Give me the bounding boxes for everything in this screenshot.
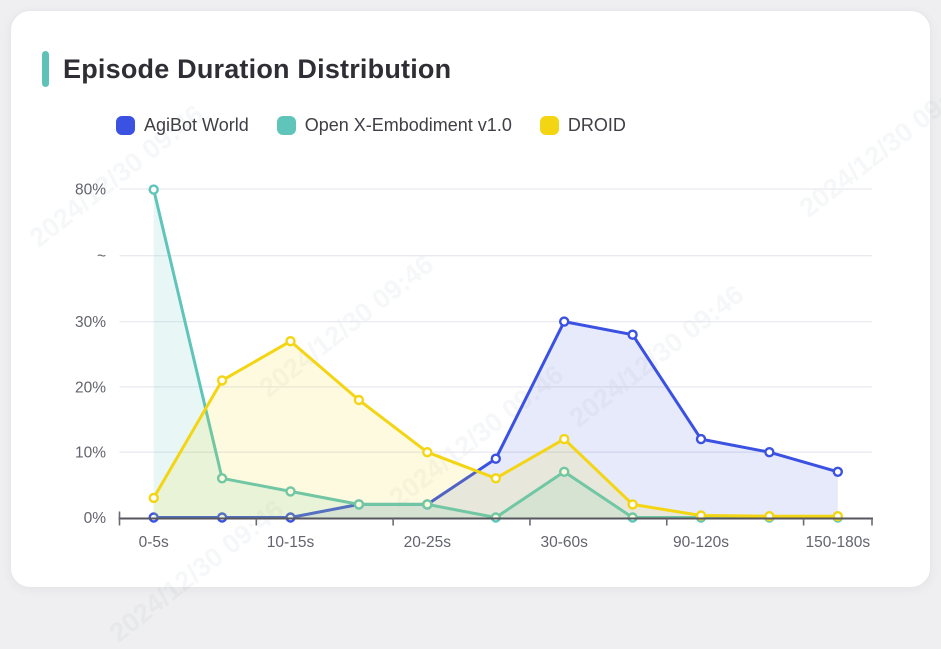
legend: AgiBot World Open X-Embodiment v1.0 DROID: [116, 115, 626, 136]
legend-item-droid[interactable]: DROID: [539, 115, 626, 136]
legend-item-open-x-embodiment-v1-0[interactable]: Open X-Embodiment v1.0: [276, 115, 512, 136]
watermark-text: 2024/12/30 09:46: [383, 359, 570, 514]
title-accent-bar: [42, 51, 49, 87]
watermark-text: 2024/12/30 09:46: [103, 494, 290, 649]
legend-item-label: AgiBot World: [144, 115, 249, 135]
legend-swatch: [276, 116, 296, 135]
legend-swatch: [539, 116, 559, 135]
page: { "card": { "title": "Episode Duration D…: [10, 10, 941, 648]
legend-item-agibot-world[interactable]: AgiBot World: [116, 115, 249, 136]
watermark-text: 2024/12/30 09:46: [253, 249, 440, 404]
legend-item-label: Open X-Embodiment v1.0: [304, 115, 512, 135]
chart-card: 2024/12/30 09:46 2024/12/30 09:46 2024/12/…: [10, 10, 941, 648]
watermark-text: 2024/12/30 09:46: [563, 279, 750, 434]
legend-swatch: [116, 116, 135, 135]
chart-title: Episode Duration Distribution: [63, 54, 452, 84]
legend-item-label: DROID: [567, 115, 626, 135]
watermark-text: 2024/12/30 09:46: [793, 69, 941, 224]
